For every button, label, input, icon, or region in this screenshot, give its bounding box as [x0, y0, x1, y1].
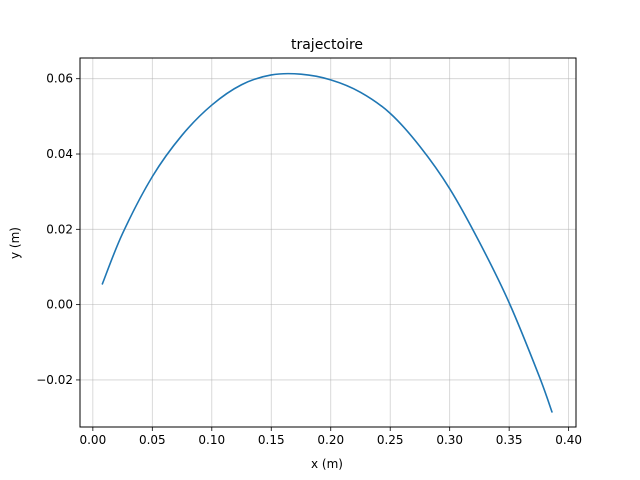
x-tick-label: 0.30	[436, 433, 463, 447]
trajectory-line	[101, 72, 553, 413]
y-tick-label: −0.02	[36, 373, 73, 387]
series-layer	[101, 72, 553, 413]
y-tick-label: 0.04	[46, 147, 73, 161]
x-tick-label: 0.05	[139, 433, 166, 447]
y-tick-label: 0.06	[46, 72, 73, 86]
chart-title: trajectoire	[291, 37, 363, 53]
x-tick-label: 0.00	[79, 433, 106, 447]
x-axis-label: x (m)	[311, 457, 343, 471]
x-tick-label: 0.15	[258, 433, 285, 447]
y-tick-label: 0.00	[46, 298, 73, 312]
tick-layer: 0.00 0.05 0.10 0.15 0.20 0.25 0.30 0.35 0.40 −0.0…	[36, 72, 582, 447]
plot-frame	[79, 57, 577, 428]
y-axis-label: y (m)	[8, 227, 22, 259]
x-tick-label: 0.25	[377, 433, 404, 447]
y-tick-label: 0.02	[46, 222, 73, 236]
x-tick-label: 0.40	[555, 433, 582, 447]
x-tick-label: 0.35	[496, 433, 523, 447]
x-tick-label: 0.20	[317, 433, 344, 447]
x-tick-label: 0.10	[198, 433, 225, 447]
